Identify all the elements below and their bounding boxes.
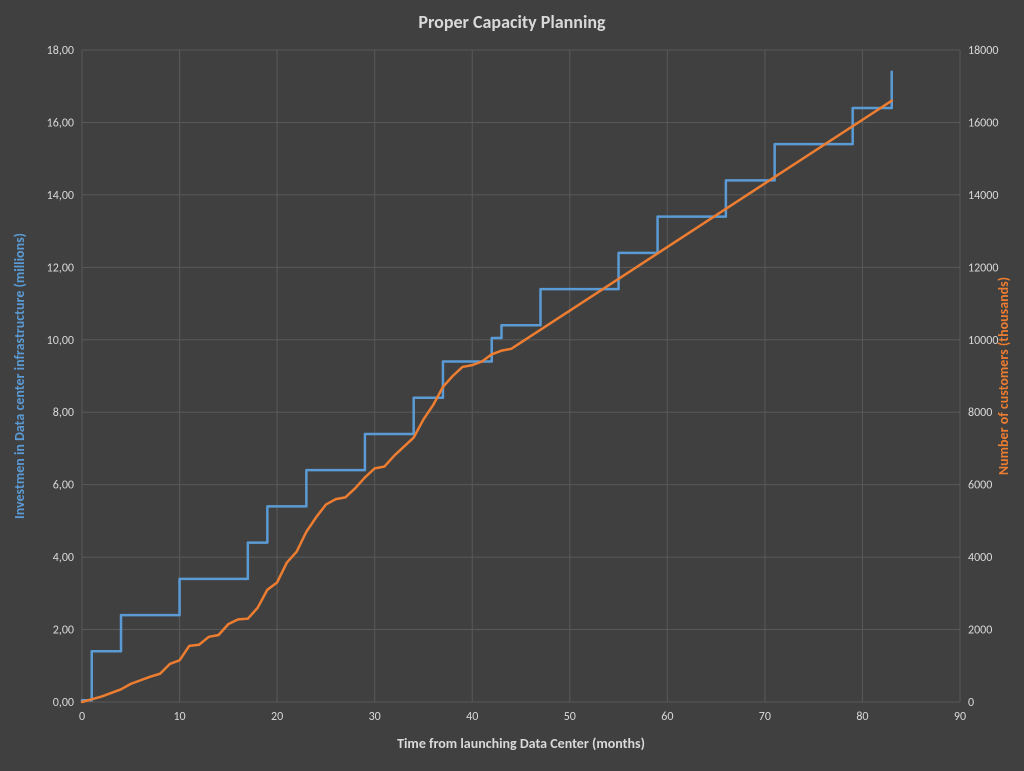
x-tick-label: 60 — [661, 710, 673, 724]
y-left-tick-label: 14,00 — [47, 189, 74, 203]
y-right-tick-label: 18000 — [968, 44, 998, 58]
x-tick-label: 90 — [954, 710, 966, 724]
x-tick-label: 70 — [759, 710, 771, 724]
series-customers — [82, 101, 892, 702]
chart-svg: 0 10 20 30 40 50 60 70 80 90 0,00 2,00 4,00 6,00 8,00 1… — [0, 0, 1024, 771]
y-left-tick-label: 16,00 — [47, 116, 74, 130]
x-tick-label: 50 — [564, 710, 576, 724]
y-left-axis-label: Investmen in Data center infrastructure … — [11, 233, 28, 519]
y-right-tick-label: 6000 — [968, 479, 992, 493]
y-left-tick-label: 6,00 — [53, 479, 74, 493]
x-tick-label: 30 — [369, 710, 381, 724]
y-left-tick-label: 8,00 — [53, 406, 74, 420]
chart-container: 0 10 20 30 40 50 60 70 80 90 0,00 2,00 4,00 6,00 8,00 1… — [0, 0, 1024, 771]
y-left-tick-label: 0,00 — [53, 696, 74, 710]
x-tick-label: 0 — [79, 710, 85, 724]
x-tick-label: 40 — [466, 710, 478, 724]
x-tick-label: 10 — [173, 710, 185, 724]
x-tick-label: 20 — [271, 710, 283, 724]
y-right-tick-label: 12000 — [968, 261, 998, 275]
chart-title: Proper Capacity Planning — [418, 11, 606, 33]
y-right-tick-label: 14000 — [968, 189, 998, 203]
y-left-tick-label: 10,00 — [47, 334, 74, 348]
y-right-tick-label: 16000 — [968, 116, 998, 130]
series-investment — [82, 72, 892, 700]
y-right-tick-label: 4000 — [968, 551, 992, 565]
y-right-tick-label: 2000 — [968, 624, 992, 638]
x-tick-label: 80 — [856, 710, 868, 724]
y-right-axis-label: Number of customers (thousands) — [995, 277, 1012, 475]
y-right-tick-label: 0 — [968, 696, 974, 710]
y-left-tick-label: 2,00 — [53, 624, 74, 638]
y-right-tick-label: 8000 — [968, 406, 992, 420]
x-axis-label: Time from launching Data Center (months) — [397, 735, 645, 752]
y-left-tick-label: 4,00 — [53, 551, 74, 565]
y-left-tick-label: 18,00 — [47, 44, 74, 58]
y-left-tick-label: 12,00 — [47, 261, 74, 275]
y-right-tick-label: 10000 — [968, 334, 998, 348]
